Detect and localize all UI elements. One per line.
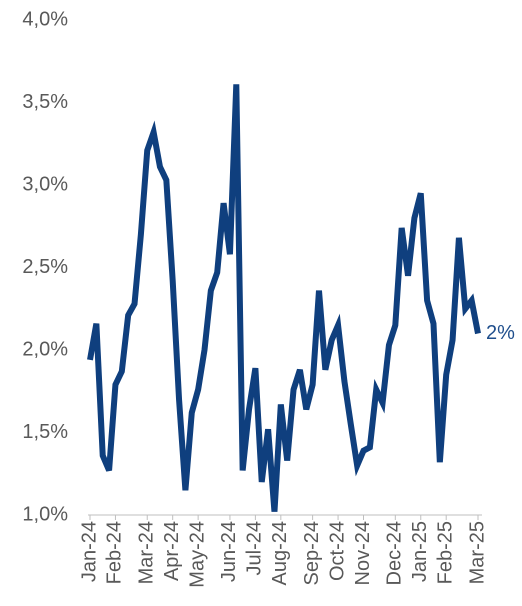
- x-tick-label: Mar-25: [466, 521, 488, 584]
- x-tick-label: Nov-24: [352, 521, 374, 585]
- x-tick-label: Jan-24: [78, 521, 100, 582]
- x-tick-label: Oct-24: [326, 521, 348, 581]
- y-tick-label: 3,0%: [22, 173, 68, 195]
- x-tick-label: Jan-25: [409, 521, 431, 582]
- x-tick-label: Apr-24: [161, 521, 183, 581]
- y-tick-label: 1,5%: [22, 421, 68, 443]
- x-tick-label: Dec-24: [384, 521, 406, 585]
- y-tick-label: 1,0%: [22, 503, 68, 525]
- end-annotation: 2%: [486, 322, 515, 344]
- y-tick-label: 3,5%: [22, 91, 68, 113]
- y-tick-label: 4,0%: [22, 8, 68, 30]
- x-tick-label: Feb-25: [434, 521, 456, 584]
- x-tick-label: Feb-24: [104, 521, 126, 584]
- y-tick-label: 2,0%: [22, 338, 68, 360]
- x-tick-label: Aug-24: [269, 521, 291, 586]
- x-tick-label: Jun-24: [218, 521, 240, 582]
- y-tick-label: 2,5%: [22, 256, 68, 278]
- x-tick-label: Mar-24: [136, 521, 158, 584]
- line-series: [87, 84, 481, 512]
- x-tick-label: Sep-24: [301, 521, 323, 586]
- x-tick-label: Jul-24: [244, 521, 266, 575]
- x-tick-label: May-24: [186, 521, 208, 588]
